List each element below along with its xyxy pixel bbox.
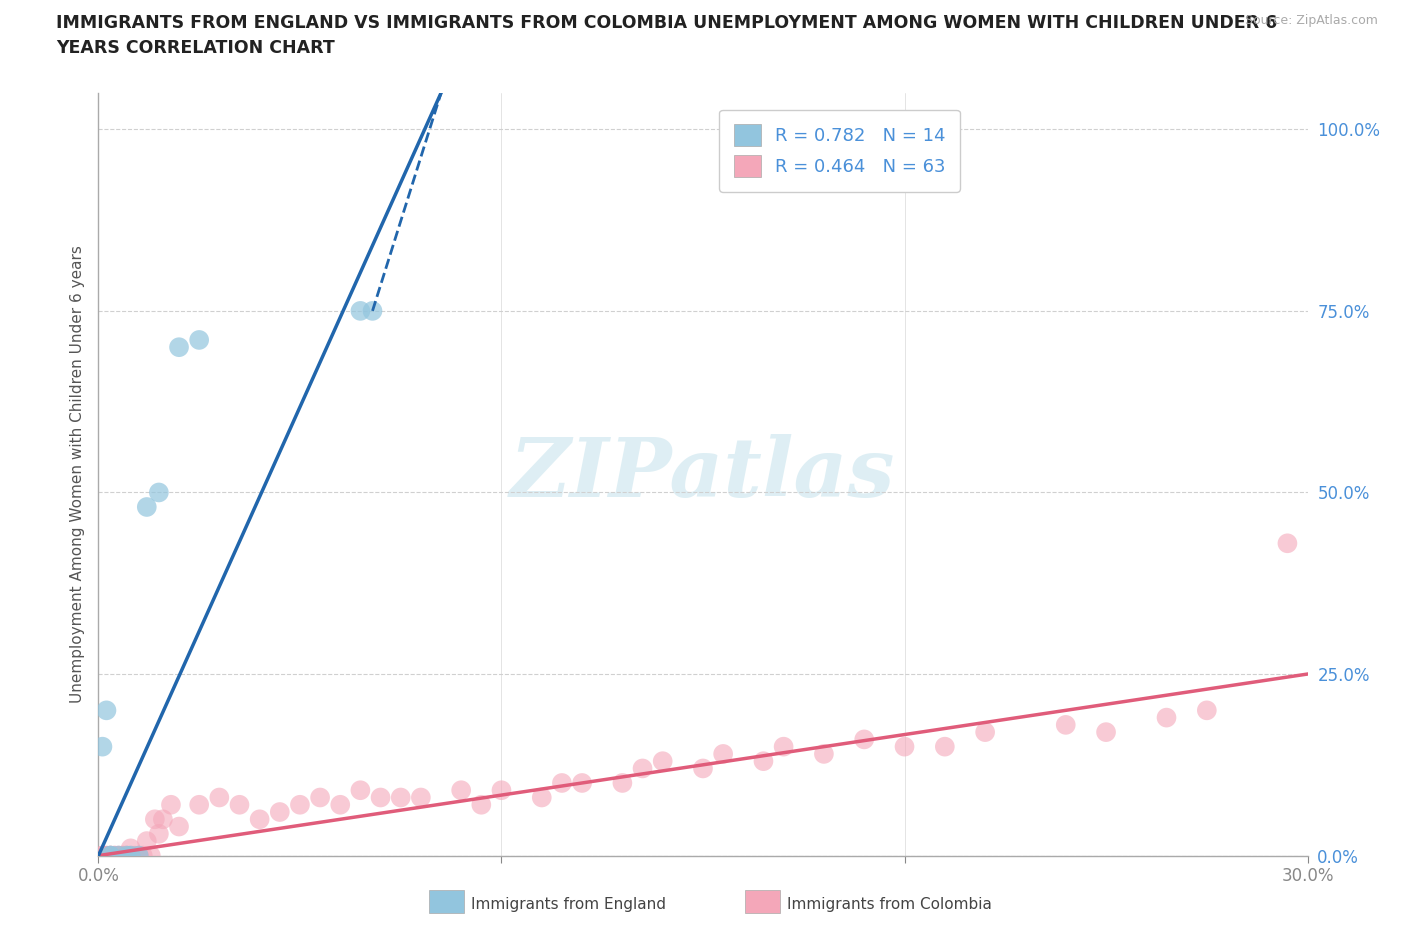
Point — [100, 848, 122, 863]
Point — [96, 848, 118, 863]
Point — [115, 848, 138, 863]
Point — [208, 790, 231, 805]
Point — [813, 747, 835, 762]
Text: YEARS CORRELATION CHART: YEARS CORRELATION CHART — [56, 39, 335, 57]
Point — [100, 848, 122, 863]
Point — [692, 761, 714, 776]
Point — [128, 848, 150, 863]
Point — [132, 848, 155, 863]
Point — [91, 739, 114, 754]
Point — [974, 724, 997, 739]
Point — [1095, 724, 1118, 739]
Point — [491, 783, 513, 798]
Point — [107, 848, 129, 863]
Point — [228, 797, 250, 812]
Point — [115, 848, 138, 863]
Point — [124, 848, 146, 863]
Point — [167, 339, 190, 354]
Point — [188, 333, 211, 348]
Point — [100, 848, 122, 863]
Point — [361, 303, 384, 318]
Point — [288, 797, 311, 812]
Point — [135, 499, 157, 514]
Point — [752, 753, 775, 768]
Legend: R = 0.782   N = 14, R = 0.464   N = 63: R = 0.782 N = 14, R = 0.464 N = 63 — [718, 110, 960, 192]
Point — [1195, 703, 1218, 718]
Point — [470, 797, 492, 812]
Text: IMMIGRANTS FROM ENGLAND VS IMMIGRANTS FROM COLOMBIA UNEMPLOYMENT AMONG WOMEN WIT: IMMIGRANTS FROM ENGLAND VS IMMIGRANTS FR… — [56, 14, 1278, 32]
Point — [329, 797, 352, 812]
Y-axis label: Unemployment Among Women with Children Under 6 years: Unemployment Among Women with Children U… — [69, 246, 84, 703]
Point — [188, 797, 211, 812]
Point — [631, 761, 654, 776]
Text: Immigrants from England: Immigrants from England — [471, 897, 666, 912]
Point — [853, 732, 876, 747]
Point — [115, 848, 138, 863]
Point — [349, 303, 371, 318]
Point — [309, 790, 332, 805]
Point — [1156, 711, 1178, 725]
Point — [100, 848, 122, 863]
Point — [120, 848, 142, 863]
Point — [96, 848, 118, 863]
Point — [91, 848, 114, 863]
Point — [128, 848, 150, 863]
Point — [128, 848, 150, 863]
Point — [651, 753, 673, 768]
Point — [167, 819, 190, 834]
Point — [100, 848, 122, 863]
Point — [111, 848, 134, 863]
Point — [139, 848, 162, 863]
Point — [148, 827, 170, 842]
Point — [1277, 536, 1299, 551]
Point — [711, 747, 734, 762]
Point — [409, 790, 432, 805]
Point — [551, 776, 574, 790]
Text: Immigrants from Colombia: Immigrants from Colombia — [787, 897, 993, 912]
Point — [249, 812, 271, 827]
Point — [120, 848, 142, 863]
Point — [96, 703, 118, 718]
Point — [349, 783, 371, 798]
Point — [571, 776, 593, 790]
Point — [103, 848, 125, 863]
Point — [934, 739, 956, 754]
Point — [120, 841, 142, 856]
Point — [269, 804, 291, 819]
Point — [389, 790, 412, 805]
Point — [111, 848, 134, 863]
Point — [143, 812, 166, 827]
Text: Source: ZipAtlas.com: Source: ZipAtlas.com — [1244, 14, 1378, 27]
Point — [135, 833, 157, 848]
Point — [148, 485, 170, 500]
Point — [160, 797, 183, 812]
Point — [612, 776, 634, 790]
Point — [152, 812, 174, 827]
Point — [893, 739, 915, 754]
Point — [91, 848, 114, 863]
Point — [107, 848, 129, 863]
Text: ZIPatlas: ZIPatlas — [510, 434, 896, 514]
Point — [107, 848, 129, 863]
Point — [450, 783, 472, 798]
Point — [530, 790, 553, 805]
Point — [370, 790, 392, 805]
Point — [1054, 717, 1077, 732]
Point — [772, 739, 794, 754]
Point — [103, 848, 125, 863]
